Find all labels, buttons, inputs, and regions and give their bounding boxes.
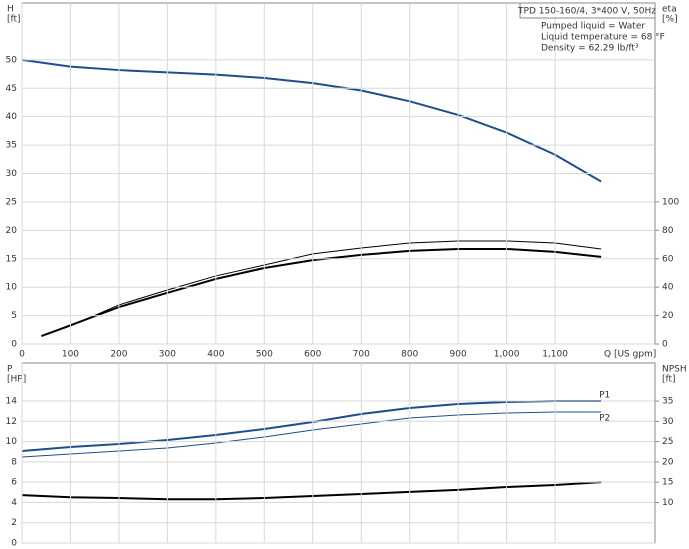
y-tick-label: 50 (6, 55, 18, 65)
series-label: P1 (599, 391, 610, 401)
curve (21, 481, 602, 501)
legend-title-box (519, 2, 656, 19)
curve (41, 247, 602, 337)
plot-frame (21, 362, 656, 544)
y2-axis-label: NPSH (662, 365, 687, 375)
x-tick-label: 400 (207, 350, 224, 360)
y2-tick-label: 25 (662, 437, 673, 447)
y-tick-label: 25 (6, 197, 17, 207)
y-tick-label: 5 (11, 311, 17, 321)
y2-tick-label: 20 (662, 311, 674, 321)
x-tick-label: 1,000 (494, 350, 520, 360)
x-tick-label: 700 (353, 350, 370, 360)
y2-axis-label: [ft] (662, 375, 676, 385)
y-tick-label: 12 (6, 417, 17, 427)
curve (21, 411, 602, 458)
y2-axis-label: [%] (662, 15, 678, 25)
x-tick-label: 1,100 (542, 350, 568, 360)
y-tick-label: 15 (6, 254, 17, 264)
x-tick-label: 800 (401, 350, 418, 360)
x-tick-label: 0 (19, 350, 25, 360)
x-axis-label: Q [US gpm] (604, 350, 656, 360)
legend-line: Pumped liquid = Water (541, 22, 645, 32)
y-tick-label: 20 (6, 226, 18, 236)
curve (21, 58, 602, 183)
y2-tick-label: 60 (662, 254, 674, 264)
y2-tick-label: 100 (662, 197, 679, 207)
x-tick-label: 500 (256, 350, 273, 360)
x-tick-label: 900 (450, 350, 467, 360)
x-tick-label: 200 (110, 350, 127, 360)
y-tick-label: 30 (6, 169, 18, 179)
y-tick-label: 45 (6, 84, 17, 94)
y-tick-label: 0 (11, 539, 17, 549)
x-tick-label: 100 (62, 350, 79, 360)
y2-tick-label: 80 (662, 226, 674, 236)
y2-axis-label: eta (662, 5, 677, 15)
y2-tick-label: 20 (662, 457, 674, 467)
y-tick-label: 10 (6, 283, 18, 293)
y-tick-label: 35 (6, 141, 17, 151)
y2-tick-label: 40 (662, 283, 674, 293)
y2-tick-label: 15 (662, 478, 673, 488)
y-axis-label: H (7, 5, 14, 15)
y-tick-label: 6 (11, 478, 17, 488)
legend-line: Liquid temperature = 68 °F (541, 33, 665, 43)
y-tick-label: 40 (6, 112, 18, 122)
curve (21, 400, 602, 453)
legend-line: Density = 62.29 lb/ft³ (541, 44, 639, 54)
y-tick-label: 4 (11, 498, 17, 508)
x-tick-label: 600 (304, 350, 321, 360)
y-tick-label: 14 (6, 397, 18, 407)
y2-tick-label: 0 (662, 340, 668, 350)
curve (41, 240, 602, 337)
y-tick-label: 10 (6, 437, 18, 447)
series-label: P2 (599, 413, 610, 423)
y2-tick-label: 35 (662, 397, 673, 407)
y-axis-label: [HP] (7, 375, 26, 385)
y-axis-label: [ft] (7, 15, 21, 25)
y2-tick-label: 30 (662, 417, 674, 427)
y-tick-label: 0 (11, 340, 17, 350)
y-tick-label: 2 (11, 518, 17, 528)
x-tick-label: 300 (159, 350, 176, 360)
y-axis-label: P (7, 365, 13, 375)
legend-title: TPD 150-160/4, 3*400 V, 50Hz (517, 7, 656, 17)
y2-tick-label: 10 (662, 498, 674, 508)
y-tick-label: 8 (11, 457, 17, 467)
